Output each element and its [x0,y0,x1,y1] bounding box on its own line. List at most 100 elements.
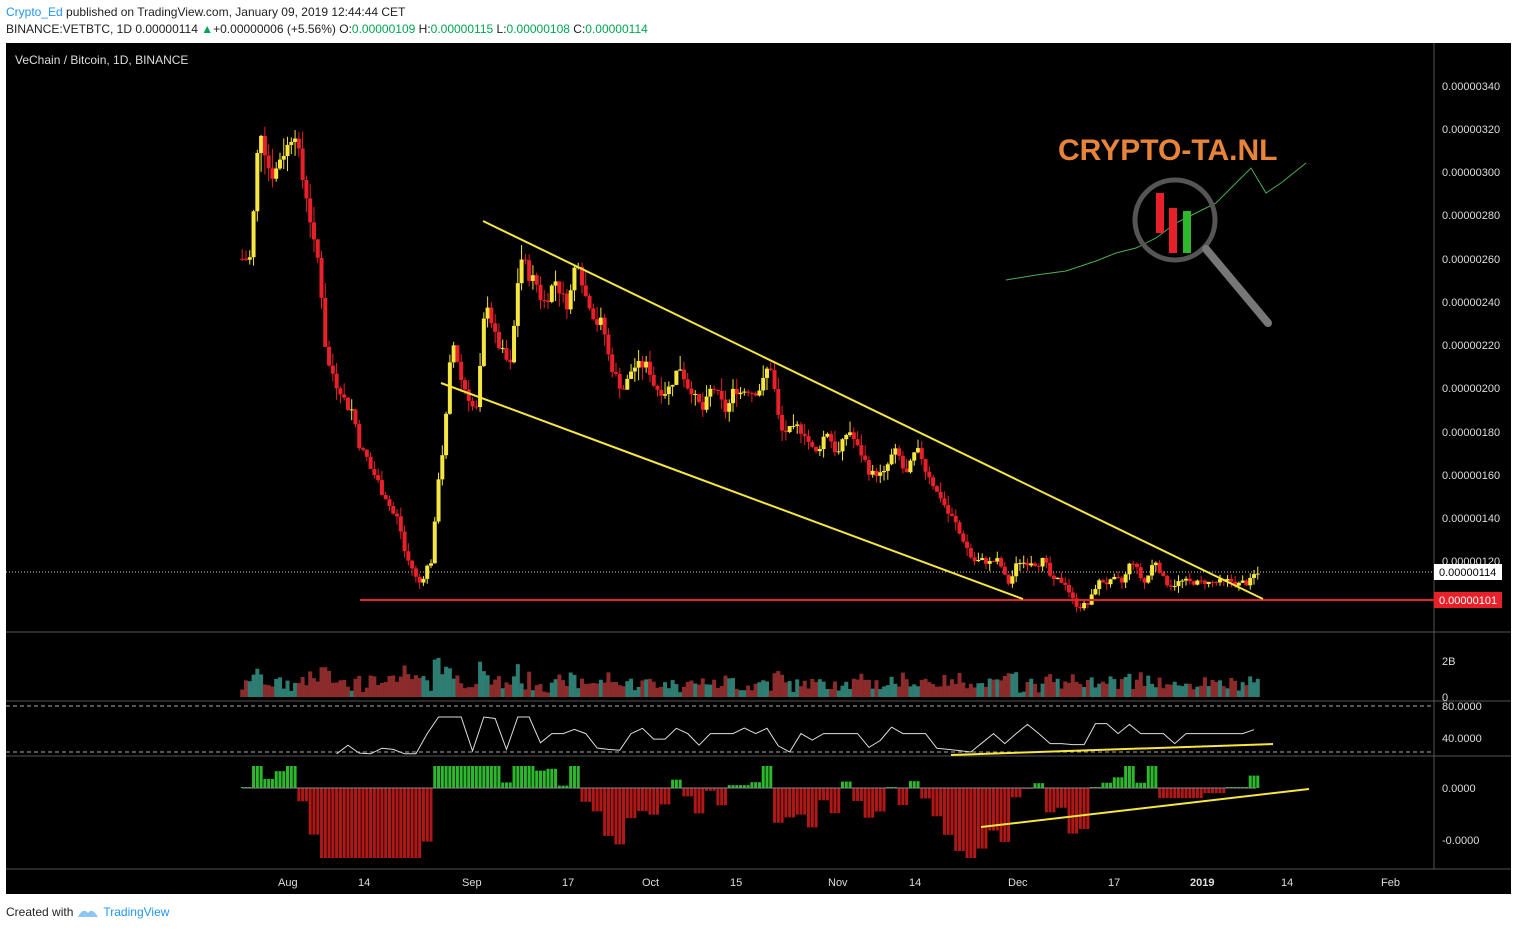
volume-bar [1165,684,1170,697]
candle-body [787,426,792,433]
time-tick: Dec [1008,877,1028,889]
macd-bar [648,788,652,815]
volume-bar [1010,673,1015,697]
upper-trendline[interactable] [482,220,1264,600]
candle-body [1085,603,1090,605]
candle-body [300,148,305,180]
footer-created: Created with [6,905,74,919]
macd-bar [859,788,863,802]
candle-body [485,307,490,319]
macd-trendline[interactable] [980,788,1310,828]
macd-bar [1146,766,1150,788]
volume-bar [780,674,785,697]
macd-bar [576,766,580,788]
candle-body [247,257,252,260]
macd-bar [614,788,618,845]
candle-body [353,409,358,425]
volume-bar [934,686,939,697]
chart-svg[interactable]: VeChain / Bitcoin, 1D, BINANCE 0.0000034… [6,43,1511,894]
candle-body [583,285,588,296]
volume-bar [621,686,626,697]
candle-body [432,521,437,564]
candle-body [1017,563,1022,565]
price-tick: 0.00000340 [1442,81,1500,93]
macd-bar [840,781,844,788]
macd-bar [1248,775,1252,788]
candle-body [1248,577,1253,586]
volume-bar [504,682,509,697]
candle-body [281,156,286,160]
price-tick: 0.00000160 [1442,470,1500,482]
volume-bar [795,679,800,697]
candle-body [908,460,913,473]
macd-bar [1192,788,1196,799]
macd-bar [452,766,456,788]
candle-body [961,533,966,542]
macd-bar [954,788,958,851]
volume-bar [1172,681,1177,697]
volume-bar [610,681,615,697]
candle-body [625,378,630,390]
rsi-trendline[interactable] [950,743,1274,756]
macd-bar [810,788,814,828]
macd-bar [440,766,444,788]
price-axis[interactable]: 0.00000340 0.00000320 0.00000300 0.00000… [1442,81,1500,568]
author-link[interactable]: Crypto_Ed [6,5,63,19]
volume-bar [538,684,543,697]
macd-bar [263,778,267,788]
macd-bar [599,788,603,812]
macd-bar [520,766,524,788]
candle-body [976,560,981,562]
macd-bar [1059,788,1063,808]
volume-group [240,657,1260,697]
volume-bar [908,686,913,697]
footer-brand[interactable]: TradingView [103,905,170,919]
volume-bar [1252,682,1256,697]
candle-body [530,275,535,281]
candle-body [715,389,720,391]
price-tick: 0.00000300 [1442,167,1500,179]
candle-body [874,470,879,476]
time-axis[interactable]: Aug 14 Sep 17 Oct 15 Nov 14 Dec 17 2019 … [278,877,1400,889]
candle-body [1055,577,1060,580]
magnifier-candle [1169,208,1177,253]
price-change: +0.00000006 (+5.56%) [213,22,336,36]
chart-frame[interactable]: VeChain / Bitcoin, 1D, BINANCE 0.0000034… [6,43,1511,894]
candle-body [289,141,294,145]
macd-bar [1180,788,1184,799]
candle-body [519,259,524,284]
macd-bar [554,768,558,788]
volume-bar [783,682,788,697]
candle-body [1236,582,1241,586]
candle-body [508,359,513,363]
candle-body [678,369,683,371]
volume-bar [413,675,418,697]
macd-bar [754,782,758,788]
macd-bar [984,788,988,849]
macd-bar [720,788,724,806]
candle-body [561,293,566,295]
time-tick: 14 [909,877,921,889]
volume-bar [1123,677,1128,697]
volume-bar [697,684,702,697]
macd-bar [267,778,271,788]
candle-body [1206,581,1211,584]
volume-bar [308,671,313,697]
volume-bar [897,686,902,697]
last-price-badge-text: 0.00000114 [1439,567,1496,579]
macd-bar [920,788,924,799]
lower-trendline[interactable] [440,382,1024,600]
volume-bar [938,686,943,697]
volume-bar [285,680,290,697]
macd-bar [410,788,414,858]
candle-body [304,179,309,199]
volume-bar [889,676,894,697]
candle-body [655,385,660,390]
macd-bar [852,788,856,802]
candle-body [1210,581,1215,583]
volume-bar [625,681,630,697]
macd-bar [323,788,327,858]
candle-body [496,331,501,349]
volume-bar [825,689,830,697]
candle-body [931,477,936,487]
